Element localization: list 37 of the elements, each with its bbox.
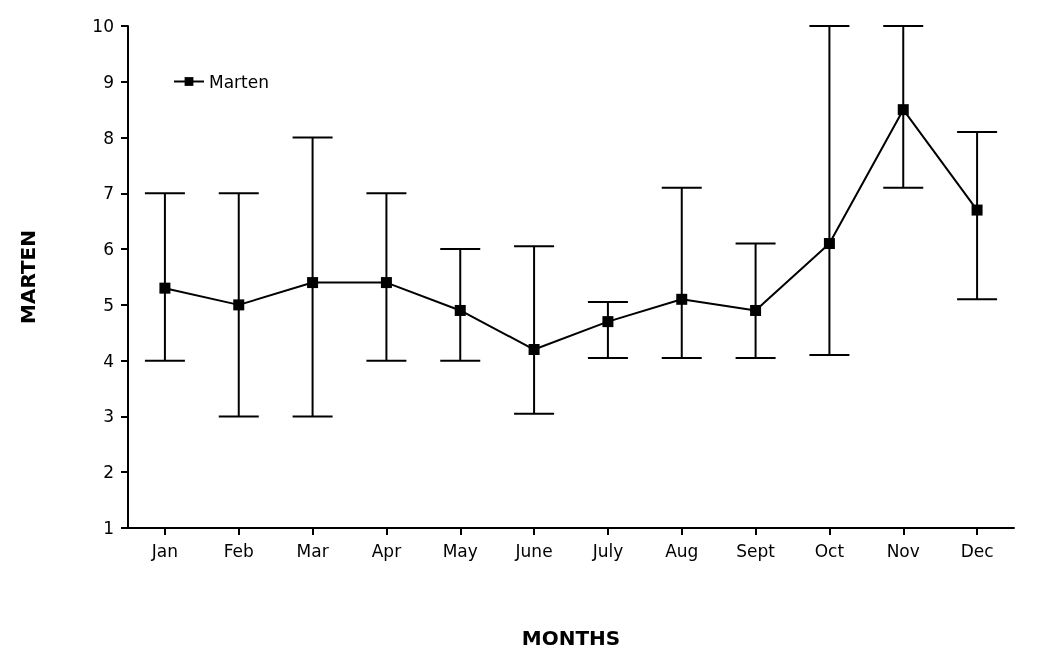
point — [602, 316, 614, 328]
x-axis-title: MONTHS — [521, 626, 621, 650]
y-tick-label: 1 — [103, 518, 114, 538]
y-tick-label: 4 — [103, 350, 114, 371]
y-tick-label: 3 — [103, 406, 114, 427]
x-tick-label: Oct — [814, 540, 845, 561]
x-tick-label: Aug — [665, 540, 699, 561]
y-tick-label: 5 — [103, 294, 114, 315]
y-tick-label: 6 — [103, 239, 114, 260]
point — [159, 282, 171, 294]
y-tick-label: 10 — [92, 16, 114, 36]
point — [676, 293, 688, 305]
x-tick-label: Dec — [960, 540, 994, 561]
y-tick-label: 8 — [103, 127, 114, 148]
point — [823, 238, 835, 250]
point — [380, 277, 392, 289]
point — [897, 104, 909, 116]
y-axis-title: MARTEN — [16, 230, 40, 324]
x-tick-label: Mar — [296, 540, 329, 561]
x-tick-label: Sept — [736, 540, 776, 561]
x-tick-label: Nov — [886, 540, 920, 561]
point — [971, 204, 983, 216]
x-tick-label: Apr — [371, 540, 402, 561]
y-tick-label: 9 — [103, 71, 114, 92]
y-tick-label: 2 — [103, 462, 114, 483]
point — [233, 299, 245, 311]
point — [454, 304, 466, 316]
x-tick-label: July — [591, 540, 624, 561]
x-tick-label: May — [442, 540, 478, 561]
y-tick-label: 7 — [103, 183, 114, 204]
point — [528, 344, 540, 356]
x-tick-label: Jan — [150, 540, 179, 561]
x-tick-label: June — [514, 540, 553, 561]
point — [307, 277, 319, 289]
legend-label: Marten — [209, 71, 269, 92]
x-tick-label: Feb — [223, 540, 254, 561]
point — [750, 304, 762, 316]
